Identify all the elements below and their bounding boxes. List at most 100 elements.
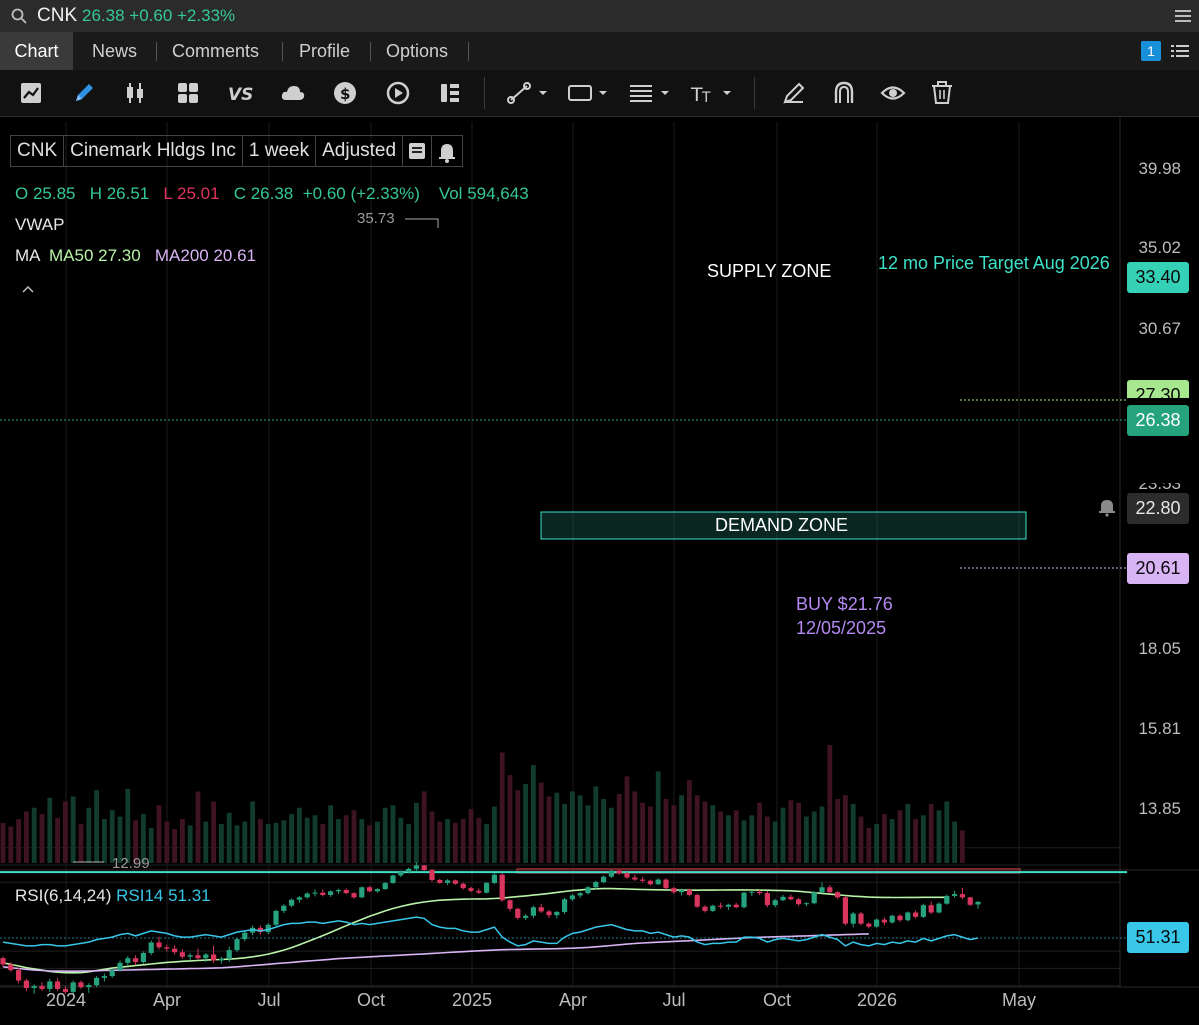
ma-label: MA (15, 246, 40, 265)
volume-bar (827, 745, 833, 863)
candle-body (273, 910, 279, 925)
tab-news[interactable]: News (92, 41, 138, 61)
price-target-label: 12 mo Price Target Aug 2026 (878, 253, 1110, 273)
candle-body (413, 865, 419, 869)
volume-bar (772, 821, 778, 863)
candle-body (546, 911, 552, 916)
legend-symbol[interactable]: CNK (11, 136, 65, 166)
candle-body (187, 955, 193, 957)
candles-icon[interactable] (122, 80, 148, 106)
candle-body (491, 874, 497, 883)
low-value: 25.01 (176, 184, 220, 203)
volume-bar (172, 829, 177, 863)
volume-bar (593, 786, 599, 863)
bell-icon[interactable] (437, 136, 457, 166)
volume-bar (304, 817, 310, 863)
price-alert-bell-icon[interactable] (1098, 497, 1116, 517)
replay-icon[interactable] (385, 80, 411, 106)
volume-bar (148, 827, 154, 863)
volume-bar (219, 824, 224, 863)
volume-bar (63, 801, 68, 863)
quote-symbol[interactable]: CNK (37, 5, 78, 26)
demand-zone-box (540, 511, 1027, 540)
grid-layout-icon[interactable] (175, 80, 201, 106)
collapse-chevron-up-icon[interactable] (21, 284, 35, 294)
volume-bar (531, 765, 536, 863)
candle-body (101, 976, 107, 978)
shape-tool-icon[interactable] (566, 80, 610, 106)
cloud-icon[interactable] (280, 80, 306, 106)
settings-list-icon[interactable] (408, 136, 426, 166)
volume-bar (312, 815, 318, 863)
tab-profile[interactable]: Profile (299, 41, 351, 61)
volume-label: Vol (438, 184, 463, 203)
alert-price-box[interactable]: 22.80 (1127, 493, 1189, 524)
volume-bar (944, 801, 950, 863)
candle-body (601, 876, 607, 883)
tab-options[interactable]: Options (386, 41, 449, 61)
candle-body (484, 882, 490, 893)
volume-bar (507, 775, 513, 863)
volume-bar (55, 817, 60, 863)
legend-adjustment[interactable]: Adjusted (316, 136, 404, 166)
volume-bar (320, 824, 326, 863)
candle-body (234, 939, 240, 951)
toolbar-divider (754, 77, 755, 109)
volume-bar (328, 805, 333, 863)
volume-bar (187, 825, 193, 863)
layout-count-badge[interactable]: 1 (1141, 41, 1161, 61)
fib-tool-icon[interactable] (628, 80, 672, 106)
volume-bar (70, 796, 76, 863)
list-view-icon[interactable] (1171, 43, 1189, 59)
candle-body (172, 948, 178, 953)
legend-interval[interactable]: 1 week (243, 136, 317, 166)
indicators-icon[interactable] (437, 80, 463, 106)
eye-icon[interactable] (880, 80, 906, 106)
draw-pencil-icon[interactable] (71, 80, 97, 106)
candle-body (647, 880, 653, 885)
candle-body (359, 887, 365, 898)
trash-icon[interactable] (929, 80, 955, 106)
candle-body (702, 906, 708, 911)
line-tool-icon[interactable] (506, 80, 550, 106)
volume-bar (382, 807, 388, 863)
volume-bar (819, 806, 825, 863)
candle-body (842, 897, 848, 924)
chart-type-icon[interactable] (18, 80, 44, 106)
candle-body (328, 891, 334, 895)
candle-body (117, 962, 123, 971)
dollar-icon[interactable]: $ (332, 80, 358, 106)
candle-body (881, 919, 887, 923)
ma-indicator-row[interactable]: MA MA50 27.30 MA200 20.61 (15, 246, 256, 266)
volume-bar (398, 817, 404, 863)
hamburger-menu-icon[interactable] (1175, 9, 1191, 23)
tab-chart[interactable]: Chart (0, 32, 73, 70)
volume-bar (648, 806, 653, 863)
candle-body (959, 894, 965, 898)
price-tick: 15.81 (1138, 719, 1181, 738)
tab-separator (370, 42, 371, 61)
legend-settings[interactable] (403, 136, 433, 166)
candle-body (421, 865, 427, 870)
volume-bar (16, 819, 21, 863)
time-tick: Oct (356, 990, 386, 1010)
low-label: L (163, 184, 173, 203)
candle-body (671, 888, 677, 893)
price-tick-partial: 23.53 (1138, 474, 1181, 493)
volume-bar (905, 804, 911, 863)
change-value: +0.60 (+2.33%) (302, 184, 420, 203)
volume-bar (24, 811, 29, 863)
brush-icon[interactable] (781, 80, 807, 106)
vwap-indicator-label[interactable]: VWAP (15, 215, 65, 234)
volume-bar (8, 826, 14, 863)
magnet-icon[interactable] (831, 80, 857, 106)
candle-body (936, 903, 942, 913)
compare-vs-icon[interactable]: VS (227, 80, 253, 106)
legend-company-name[interactable]: Cinemark Hldgs Inc (64, 136, 243, 166)
price-chart[interactable] (0, 117, 1199, 1025)
search-icon[interactable] (11, 8, 27, 24)
tab-comments[interactable]: Comments (172, 41, 260, 61)
rsi-indicator-row[interactable]: RSI(6,14,24) RSI14 51.31 (15, 886, 211, 906)
legend-alert[interactable] (432, 136, 462, 166)
